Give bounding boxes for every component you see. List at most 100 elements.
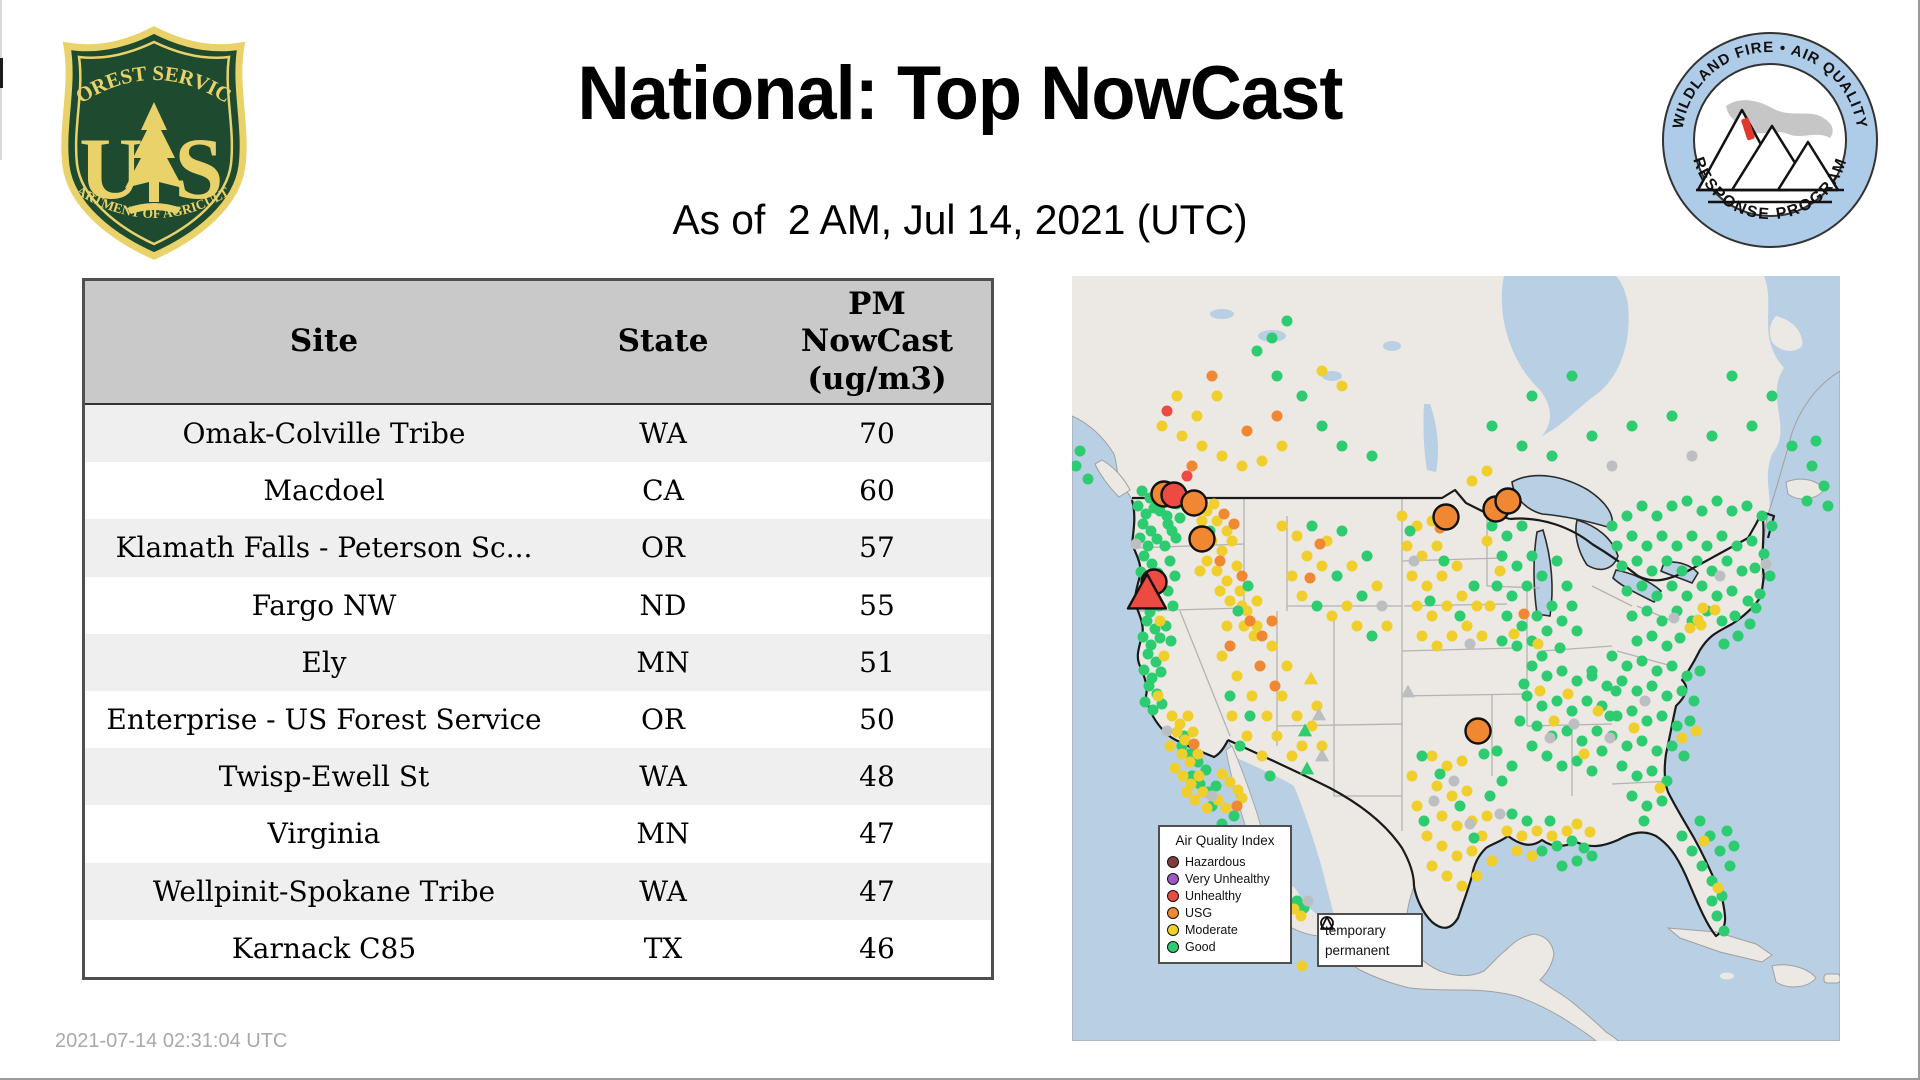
monitor-dot[interactable] — [1451, 560, 1463, 572]
monitor-dot[interactable] — [1164, 740, 1176, 752]
monitor-dot[interactable] — [1451, 820, 1463, 832]
monitor-dot[interactable] — [1541, 625, 1553, 637]
monitor-dot[interactable] — [1661, 640, 1673, 652]
monitor-dot[interactable] — [1438, 555, 1450, 567]
monitor-dot[interactable] — [1688, 695, 1700, 707]
monitor-dot[interactable] — [1366, 450, 1378, 462]
monitor-dot[interactable] — [1141, 615, 1153, 627]
monitor-dot[interactable] — [1194, 565, 1206, 577]
monitor-dot[interactable] — [1696, 505, 1708, 517]
monitor-dot[interactable] — [1566, 835, 1578, 847]
monitor-dot[interactable] — [1197, 786, 1209, 798]
table-row[interactable]: Macdoel CA 60 — [83, 462, 993, 520]
monitor-dot[interactable] — [1154, 632, 1166, 644]
monitor-dot[interactable] — [1568, 718, 1580, 730]
monitor-dot[interactable] — [1421, 580, 1433, 592]
monitor-dot[interactable] — [1691, 555, 1703, 567]
monitor-dot[interactable] — [1742, 595, 1754, 607]
monitor-dot[interactable] — [1604, 732, 1616, 744]
monitor-dot[interactable] — [1371, 580, 1383, 592]
monitor-dot[interactable] — [1484, 790, 1496, 802]
monitor-dot[interactable] — [1591, 725, 1603, 737]
monitor-dot[interactable] — [1736, 565, 1748, 577]
monitor-dot[interactable] — [1684, 622, 1696, 634]
monitor-dot[interactable] — [1404, 525, 1416, 537]
monitor-dot[interactable] — [1631, 685, 1643, 697]
monitor-dot[interactable] — [1696, 580, 1708, 592]
monitor-dot[interactable] — [1636, 580, 1648, 592]
monitor-dot[interactable] — [1149, 623, 1161, 635]
monitor-dot[interactable] — [1611, 540, 1623, 552]
monitor-dot[interactable] — [1336, 380, 1348, 392]
monitor-dot[interactable] — [1621, 585, 1633, 597]
monitor-dot[interactable] — [1531, 720, 1543, 732]
monitor-dot[interactable] — [1532, 638, 1544, 650]
monitor-dot[interactable] — [1396, 510, 1408, 522]
monitor-triangle[interactable] — [1297, 723, 1313, 737]
monitor-dot[interactable] — [1162, 518, 1174, 530]
monitor-dot[interactable] — [1496, 775, 1508, 787]
top-site-marker[interactable] — [1432, 503, 1460, 531]
monitor-dot[interactable] — [1311, 600, 1323, 612]
monitor-dot[interactable] — [1142, 540, 1154, 552]
monitor-dot[interactable] — [1584, 826, 1596, 838]
monitor-dot[interactable] — [1651, 510, 1663, 522]
monitor-dot[interactable] — [1291, 710, 1303, 722]
monitor-dot[interactable] — [1366, 630, 1378, 642]
monitor-dot[interactable] — [1516, 520, 1528, 532]
monitor-dot[interactable] — [1296, 740, 1308, 752]
monitor-dot[interactable] — [1671, 720, 1683, 732]
monitor-dot[interactable] — [1566, 370, 1578, 382]
monitor-dot[interactable] — [1536, 845, 1548, 857]
monitor-dot[interactable] — [1468, 580, 1480, 592]
monitor-triangle[interactable] — [1314, 748, 1330, 762]
monitor-dot[interactable] — [1711, 590, 1723, 602]
monitor-dot[interactable] — [1381, 620, 1393, 632]
monitor-dot[interactable] — [1606, 650, 1618, 662]
monitor-dot[interactable] — [1132, 500, 1144, 512]
monitor-dot[interactable] — [1536, 700, 1548, 712]
monitor-dot[interactable] — [1810, 435, 1822, 447]
table-row[interactable]: Fargo NW ND 55 — [83, 576, 993, 634]
monitor-dot[interactable] — [1276, 440, 1288, 452]
monitor-dot[interactable] — [1176, 430, 1188, 442]
monitor-dot[interactable] — [1276, 520, 1288, 532]
monitor-dot[interactable] — [1531, 825, 1543, 837]
monitor-dot[interactable] — [1271, 370, 1283, 382]
monitor-dot[interactable] — [1241, 730, 1253, 742]
monitor-dot[interactable] — [1406, 570, 1418, 582]
monitor-dot[interactable] — [1169, 762, 1181, 774]
monitor-dot[interactable] — [1534, 685, 1546, 697]
monitor-dot[interactable] — [1616, 760, 1628, 772]
monitor-dot[interactable] — [1145, 525, 1157, 537]
monitor-dot[interactable] — [1684, 715, 1696, 727]
monitor-dot[interactable] — [1226, 710, 1238, 722]
monitor-dot[interactable] — [1224, 640, 1236, 652]
monitor-dot[interactable] — [1676, 732, 1688, 744]
monitor-dot[interactable] — [1531, 610, 1543, 622]
monitor-dot[interactable] — [1254, 660, 1266, 672]
monitor-dot[interactable] — [1721, 825, 1733, 837]
monitor-dot[interactable] — [1701, 540, 1713, 552]
monitor-dot[interactable] — [1216, 450, 1228, 462]
monitor-dot[interactable] — [1616, 560, 1628, 572]
monitor-dot[interactable] — [1074, 445, 1086, 457]
monitor-dot[interactable] — [1266, 332, 1278, 344]
monitor-dot[interactable] — [1295, 910, 1307, 922]
monitor-dot[interactable] — [1601, 680, 1613, 692]
monitor-dot[interactable] — [1661, 775, 1673, 787]
monitor-dot[interactable] — [1448, 775, 1460, 787]
monitor-dot[interactable] — [1726, 370, 1738, 382]
monitor-dot[interactable] — [1142, 648, 1154, 660]
monitor-dot[interactable] — [1171, 390, 1183, 402]
monitor-dot[interactable] — [1562, 688, 1574, 700]
monitor-dot[interactable] — [1281, 660, 1293, 672]
monitor-dot[interactable] — [1526, 850, 1538, 862]
monitor-dot[interactable] — [1690, 725, 1702, 737]
monitor-dot[interactable] — [1441, 870, 1453, 882]
monitor-dot[interactable] — [1536, 570, 1548, 582]
monitor-dot[interactable] — [1651, 590, 1663, 602]
monitor-dot[interactable] — [1461, 620, 1473, 632]
monitor-dot[interactable] — [1184, 756, 1196, 768]
monitor-dot[interactable] — [1686, 530, 1698, 542]
